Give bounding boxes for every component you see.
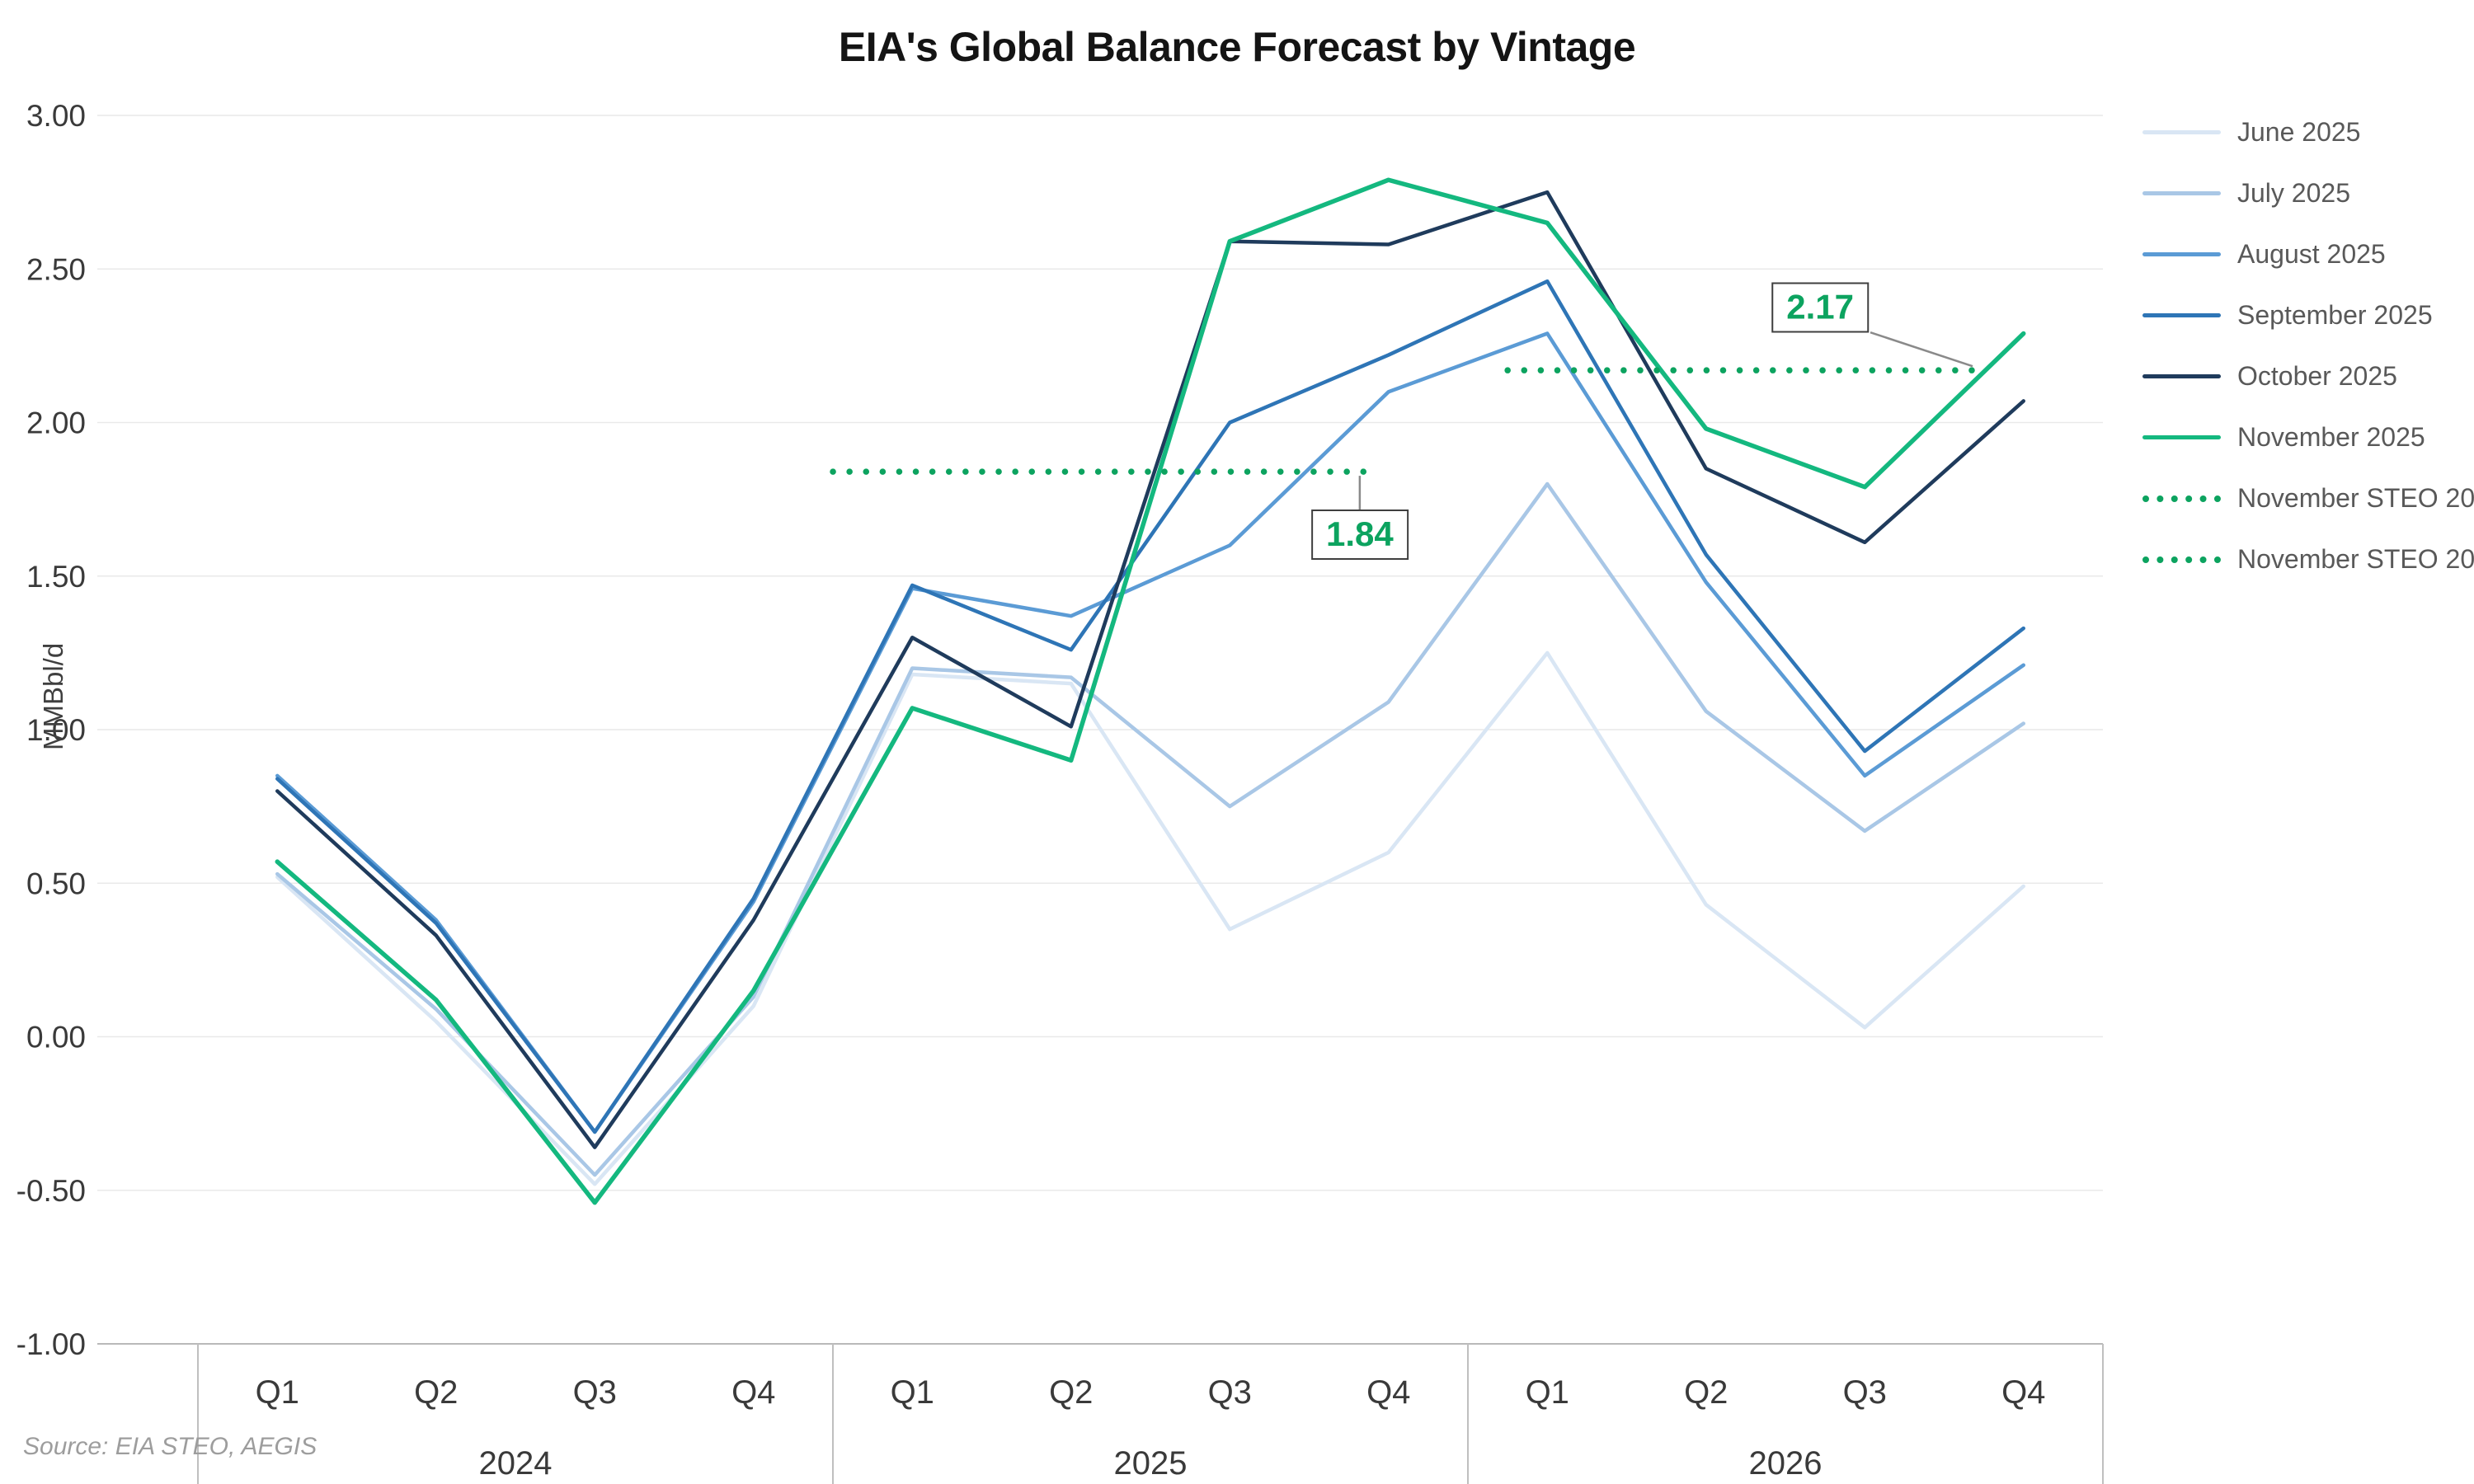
legend-item: October 2025 — [2142, 361, 2474, 392]
series-line-november-2025 — [275, 177, 2026, 1205]
legend-label: November STEO 2026 Avg — [2237, 544, 2474, 574]
avg-2025-annotation: 1.84 — [1311, 510, 1409, 560]
x-tick-label: Q2 — [1049, 1374, 1093, 1411]
series-line-september-2025 — [275, 279, 2025, 1134]
y-tick-label: 0.00 — [26, 1021, 86, 1054]
legend-dotted-swatch — [2142, 495, 2221, 502]
legend-label: October 2025 — [2237, 361, 2397, 391]
legend-label: June 2025 — [2237, 117, 2361, 147]
legend-dotted-swatch — [2142, 556, 2221, 563]
legend-item: July 2025 — [2142, 178, 2474, 209]
legend-line-swatch — [2142, 130, 2221, 134]
source-note: Source: EIA STEO, AEGIS — [23, 1433, 317, 1460]
x-tick-label: Q2 — [1684, 1374, 1728, 1411]
x-tick-label: Q1 — [891, 1374, 934, 1411]
chart-title: EIA's Global Balance Forecast by Vintage — [838, 24, 1636, 70]
y-tick-label: 2.50 — [26, 252, 86, 286]
y-tick-label: -0.50 — [16, 1174, 86, 1208]
year-label: 2026 — [1749, 1445, 1823, 1482]
x-tick-label: Q3 — [1843, 1374, 1887, 1411]
callout-line — [1870, 331, 1973, 368]
legend-label: September 2025 — [2237, 300, 2433, 330]
legend-item: November STEO 2026 Avg — [2142, 544, 2474, 575]
y-tick-label: -1.00 — [16, 1327, 86, 1361]
x-tick-label: Q1 — [256, 1374, 299, 1411]
legend-item: November 2025 — [2142, 422, 2474, 453]
legend-item: September 2025 — [2142, 300, 2474, 331]
legend: June 2025 July 2025 August 2025 September 2… — [2142, 117, 2474, 575]
y-axis-label: MMBbl/d — [38, 642, 68, 750]
avg-2026-annotation: 2.17 — [1771, 282, 1869, 333]
legend-item: August 2025 — [2142, 239, 2474, 270]
legend-label: July 2025 — [2237, 178, 2350, 208]
y-tick-label: 1.50 — [26, 560, 86, 594]
y-tick-label: 0.50 — [26, 866, 86, 900]
year-label: 2025 — [1114, 1445, 1188, 1482]
legend-line-swatch — [2142, 191, 2221, 195]
legend-label: August 2025 — [2237, 239, 2386, 269]
legend-label: November 2025 — [2237, 422, 2425, 452]
legend-line-swatch — [2142, 374, 2221, 378]
x-tick-label: Q3 — [1208, 1374, 1252, 1411]
x-tick-label: Q3 — [573, 1374, 617, 1411]
x-tick-label: Q4 — [731, 1374, 775, 1411]
x-tick-label: Q2 — [414, 1374, 458, 1411]
year-label: 2024 — [479, 1445, 553, 1482]
series-line-july-2025 — [275, 481, 2025, 1177]
legend-item: June 2025 — [2142, 117, 2474, 148]
y-tick-label: 2.00 — [26, 406, 86, 440]
legend-line-swatch — [2142, 252, 2221, 256]
x-tick-label: Q1 — [1526, 1374, 1569, 1411]
y-tick-label: 1.00 — [26, 713, 86, 747]
series-line-august-2025 — [275, 331, 2025, 1134]
x-tick-label: Q4 — [2001, 1374, 2045, 1411]
legend-line-swatch — [2142, 435, 2221, 439]
legend-line-swatch — [2142, 313, 2221, 317]
y-tick-label: 3.00 — [26, 99, 86, 133]
series-line-june-2025 — [275, 650, 2025, 1186]
legend-label: November STEO 2025 Avg — [2237, 483, 2474, 513]
x-tick-label: Q4 — [1366, 1374, 1410, 1411]
series-line-october-2025 — [275, 190, 2025, 1149]
legend-item: November STEO 2025 Avg — [2142, 483, 2474, 514]
